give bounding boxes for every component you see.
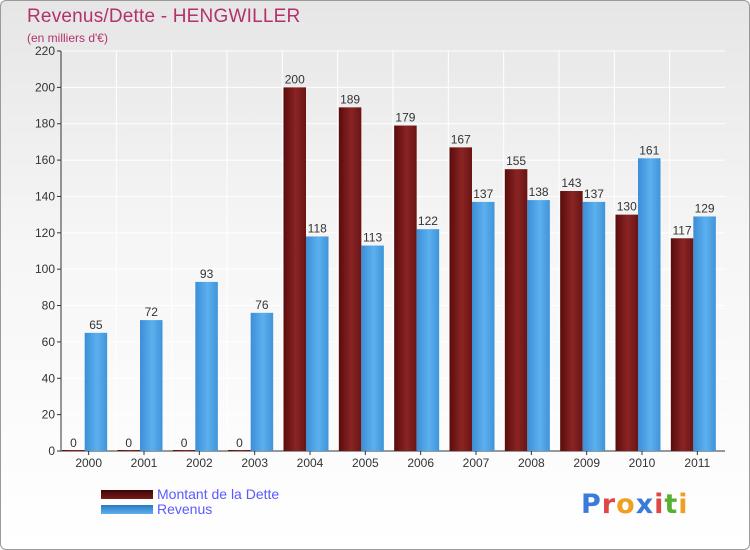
legend-swatch-debt [101,490,153,499]
bar-debt-2011 [670,238,694,451]
bar-debt-2004 [283,87,306,451]
x-tick-label-2004: 2004 [297,456,324,470]
data-label-debt-2000: 0 [70,436,77,450]
bar-debt-2000 [62,450,85,451]
y-tick-label: 180 [35,117,55,131]
logo-letter: t [664,489,679,520]
bar-revenus-2003 [250,312,274,451]
legend-swatch-revenus [101,505,153,514]
data-label-debt-2002: 0 [181,436,188,450]
bar-debt-2009 [560,191,583,451]
chart-title: Revenus/Dette - HENGWILLER [27,6,301,27]
bar-revenus-2005 [361,245,384,451]
data-label-revenus-2002: 93 [200,267,214,281]
data-label-debt-2005: 189 [340,92,360,106]
data-label-debt-2001: 0 [125,436,132,450]
logo-letter: x [635,489,655,520]
x-tick-label-2009: 2009 [573,456,600,470]
grid-lines [61,50,725,452]
logo-letter: o [616,489,636,520]
x-tick-label-2005: 2005 [352,456,379,470]
x-tick-label-2006: 2006 [407,456,434,470]
bar-debt-2001 [117,450,140,451]
y-tick-label: 40 [42,371,56,385]
bar-debt-2008 [504,169,528,451]
bar-revenus-2007 [472,201,495,451]
logo-letter: i [678,489,689,520]
bar-revenus-2010 [638,158,661,452]
data-label-revenus-2000: 65 [89,318,103,332]
bar-debt-2007 [449,147,472,451]
data-label-debt-2003: 0 [236,436,243,450]
data-label-revenus-2009: 137 [584,187,604,201]
logo-letter: P [581,489,602,520]
x-tick-labels: 2000 2001 2002 2003 2004 2005 2006 2007 2008 2009… [75,456,710,470]
data-label-revenus-2008: 138 [529,185,549,199]
bar-debt-2006 [394,125,417,451]
data-label-debt-2009: 143 [561,176,581,190]
data-label-debt-2011: 117 [673,223,692,237]
bar-debt-2005 [338,107,362,451]
bar-debt-2002 [172,450,196,451]
bar-revenus-2004 [306,236,329,451]
data-label-debt-2006: 179 [395,111,415,125]
data-label-revenus-2006: 122 [418,214,438,228]
x-tick-label-2010: 2010 [629,456,656,470]
bar-revenus-2001 [140,320,163,451]
chart-subtitle: (en milliers d'€) [27,31,108,45]
y-tick-label: 0 [48,444,55,458]
data-label-revenus-2003: 76 [255,298,269,312]
x-tick-label-2003: 2003 [241,456,268,470]
y-tick-label: 100 [35,262,55,276]
y-tick-labels: 0 20 40 60 80 100 120 140 160 180 200 220 [35,44,55,458]
data-label-debt-2010: 130 [617,200,637,214]
x-tick-label-2001: 2001 [131,456,158,470]
bar-debt-2010 [615,214,638,451]
x-tick-label-2000: 2000 [75,456,102,470]
data-label-debt-2007: 167 [451,132,471,146]
y-tick-label: 120 [35,226,55,240]
data-label-revenus-2001: 72 [145,305,159,319]
y-tick-label: 20 [42,408,56,422]
x-tick-label-2011: 2011 [684,456,710,470]
data-label-revenus-2005: 113 [363,231,382,245]
data-label-revenus-2011: 129 [695,201,715,215]
bar-revenus-2008 [527,200,550,451]
axes [57,50,725,455]
bar-revenus-2002 [195,281,218,451]
bar-revenus-2006 [416,229,440,451]
y-tick-label: 200 [35,80,55,94]
x-tick-label-2007: 2007 [463,456,490,470]
data-label-debt-2008: 155 [506,154,526,168]
bar-revenus-2011 [693,216,716,451]
y-tick-label: 60 [42,335,56,349]
y-tick-label: 160 [35,153,55,167]
bar-debt-2003 [228,450,251,451]
data-labels: 0 65 0 72 0 93 0 76 200 118 189 113 179 122 167 137 155 1… [70,72,715,450]
proxiti-logo: Proxiti [581,489,689,520]
bars [62,87,716,452]
data-label-debt-2004: 200 [285,72,305,86]
legend-label-debt: Montant de la Dette [157,486,280,502]
y-tick-label: 80 [42,299,56,313]
y-tick-label: 220 [35,44,55,58]
bar-revenus-2000 [84,332,108,451]
x-tick-label-2002: 2002 [186,456,213,470]
logo-letter: i [654,489,665,520]
data-label-revenus-2010: 161 [639,143,659,157]
data-label-revenus-2007: 137 [473,187,493,201]
bar-revenus-2009 [582,201,606,451]
legend-label-revenus: Revenus [157,501,213,517]
x-tick-label-2008: 2008 [518,456,545,470]
data-label-revenus-2004: 118 [308,221,327,235]
logo-letter: r [601,489,617,520]
y-tick-label: 140 [35,189,55,203]
